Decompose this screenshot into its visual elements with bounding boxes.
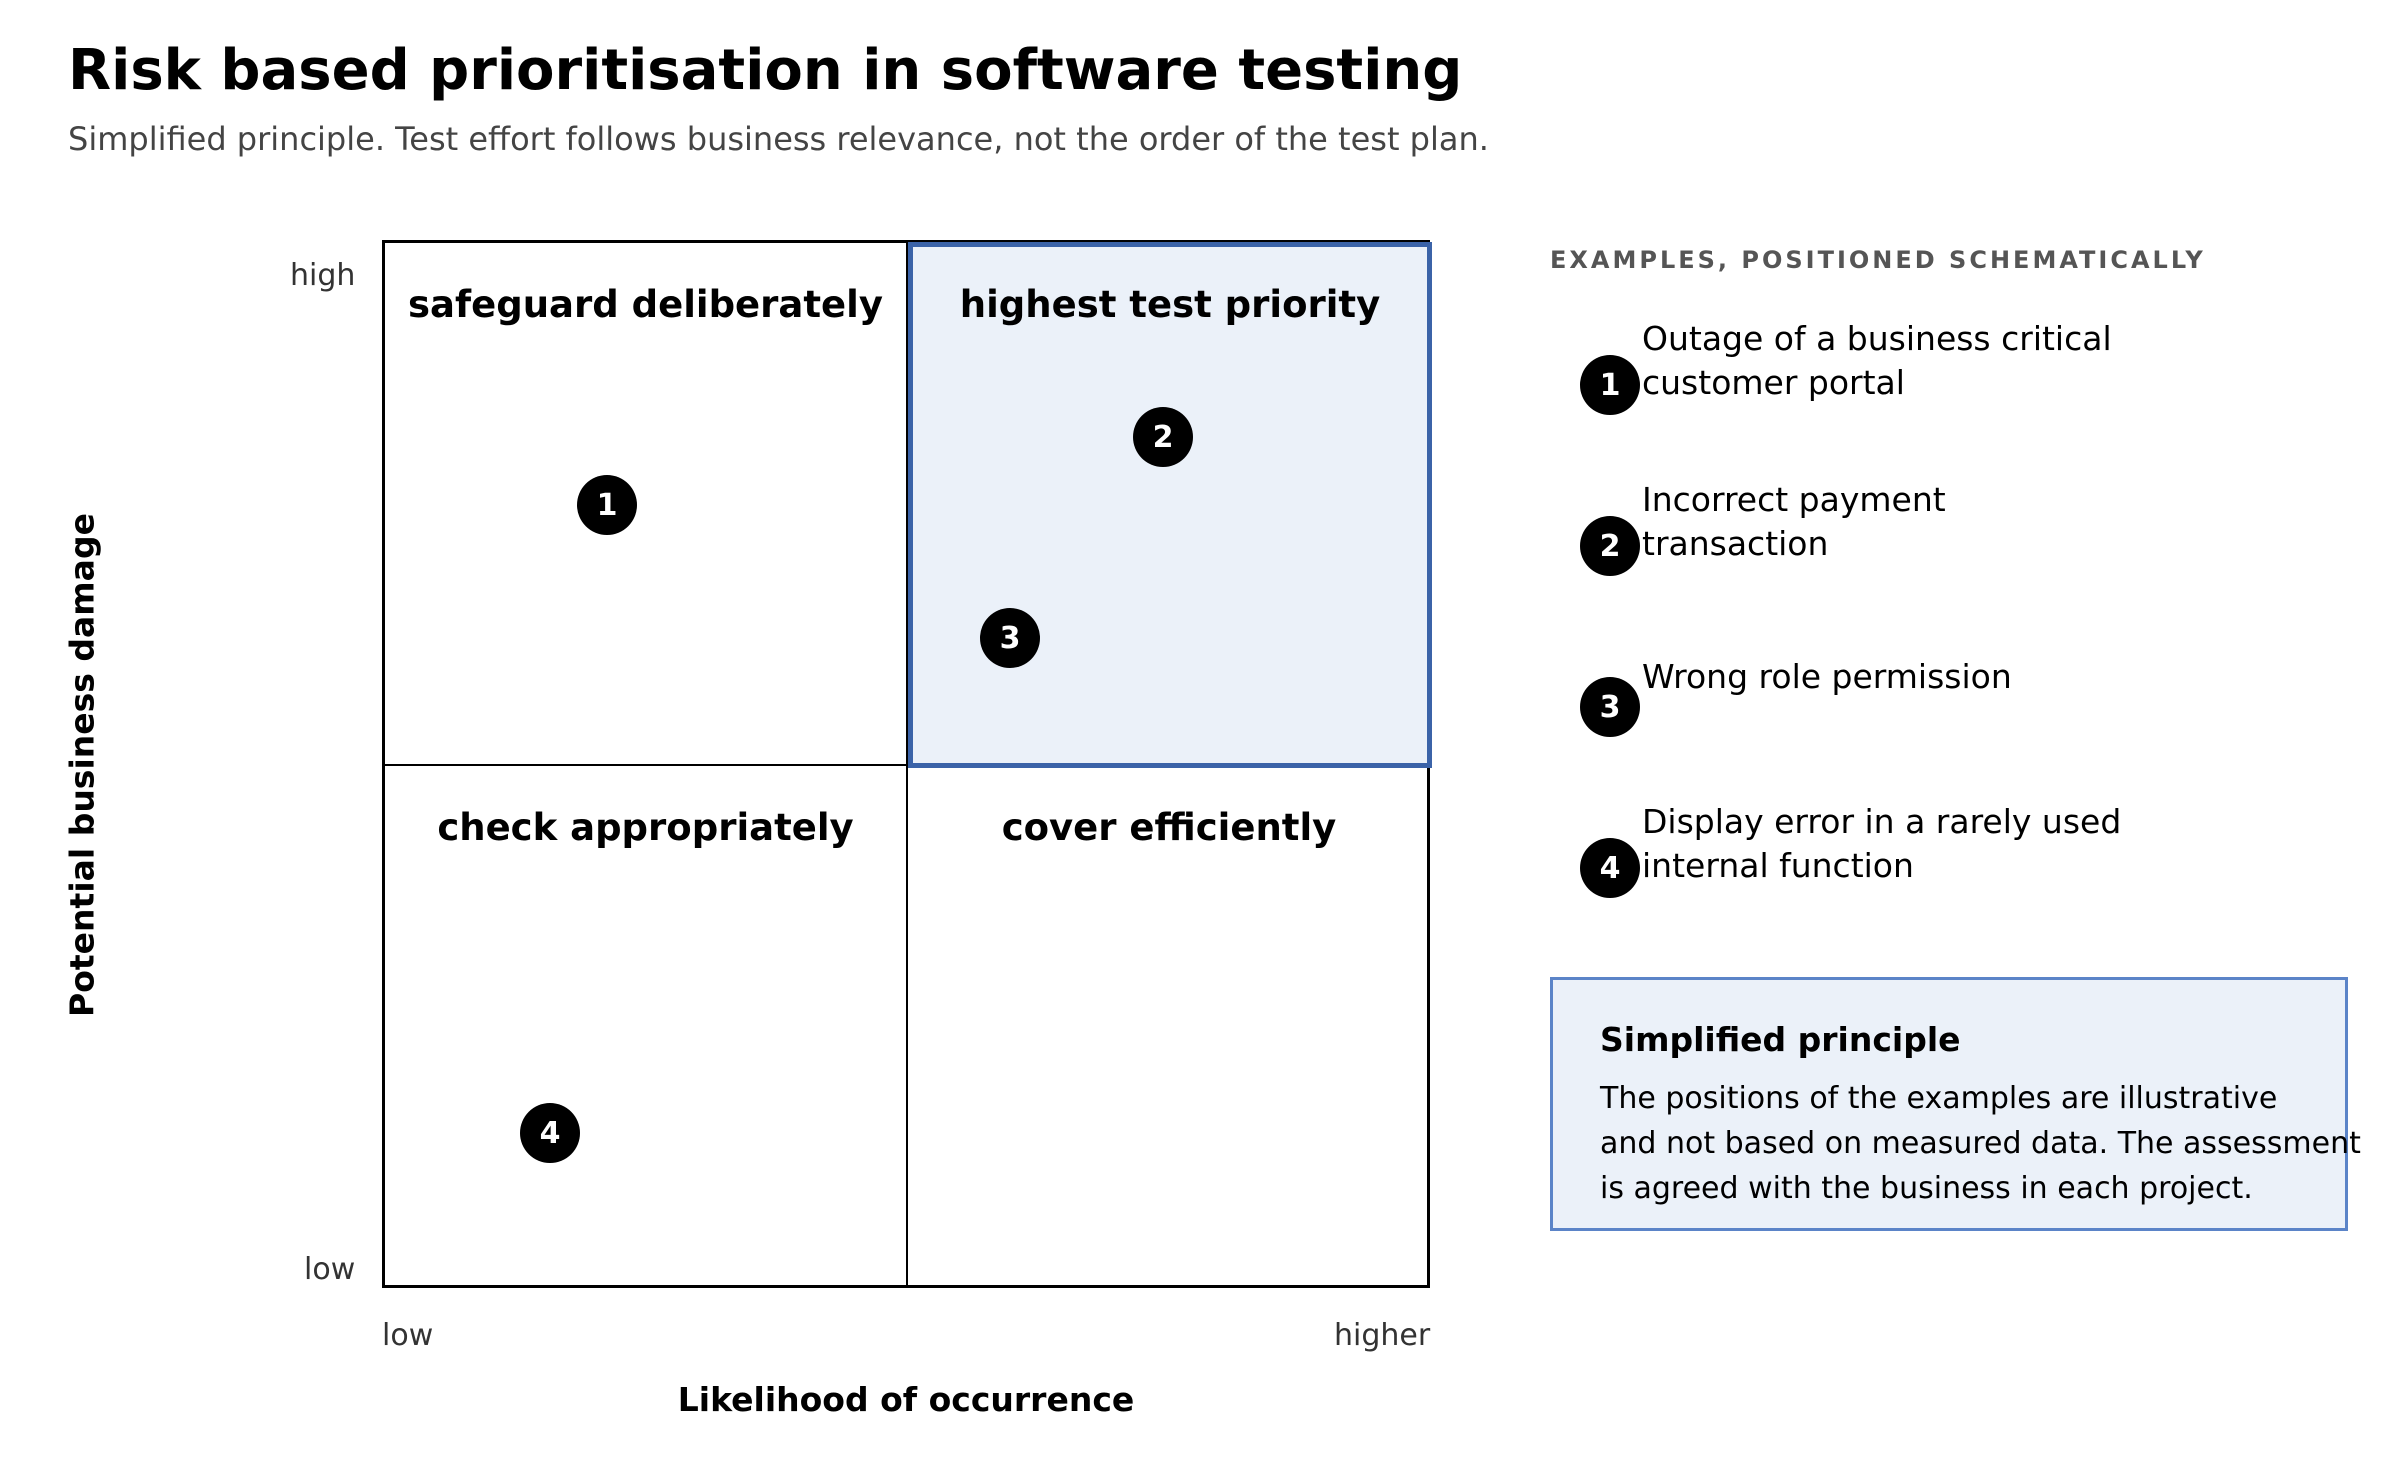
examples-heading: EXAMPLES, POSITIONED SCHEMATICALLY [1550, 246, 2206, 274]
x-axis-label: Likelihood of occurrence [677, 1380, 1135, 1419]
principle-text: The positions of the examples are illust… [1600, 1076, 2361, 1211]
quadrant-bottom-left: check appropriately [385, 766, 908, 1288]
example-text-line: Display error in a rarely used [1642, 802, 2122, 841]
x-tick-higher: higher [1334, 1318, 1431, 1353]
y-axis-label: Potential business damage [62, 513, 102, 1017]
quadrant-label-cover: cover efficiently [1001, 806, 1337, 849]
matrix-marker-1: 1 [577, 475, 637, 535]
example-text-line: internal function [1642, 846, 1914, 885]
example-text-line: transaction [1642, 524, 1829, 563]
example-text-2: Incorrect payment transaction [1642, 478, 1946, 566]
example-marker-1: 1 [1580, 355, 1640, 415]
matrix-marker-3: 3 [980, 608, 1040, 668]
highlighted-quadrant: highest test priority [908, 242, 1432, 768]
example-marker-4: 4 [1580, 838, 1640, 898]
quadrant-bottom-right: cover efficiently [908, 766, 1430, 1288]
y-tick-high: high [290, 258, 356, 293]
page-subtitle: Simplified principle. Test effort follow… [68, 120, 1489, 158]
example-text-line: Outage of a business critical [1642, 319, 2112, 358]
example-text-line: Wrong role permission [1642, 657, 2012, 696]
example-text-1: Outage of a business critical customer p… [1642, 317, 2112, 405]
matrix-marker-2: 2 [1133, 407, 1193, 467]
principle-title: Simplified principle [1600, 1020, 1961, 1059]
y-tick-low: low [304, 1252, 356, 1287]
principle-text-line: is agreed with the business in each proj… [1600, 1171, 2253, 1206]
principle-text-line: The positions of the examples are illust… [1600, 1081, 2278, 1116]
quadrant-top-left: safeguard deliberately [385, 243, 908, 766]
x-tick-low: low [382, 1318, 434, 1353]
matrix-marker-4: 4 [520, 1103, 580, 1163]
quadrant-label-safeguard: safeguard deliberately [408, 283, 883, 326]
example-marker-2: 2 [1580, 516, 1640, 576]
principle-text-line: and not based on measured data. The asse… [1600, 1126, 2361, 1161]
quadrant-label-highest: highest test priority [959, 283, 1381, 326]
risk-matrix: safeguard deliberately check appropriate… [382, 240, 1432, 1288]
page-title: Risk based prioritisation in software te… [68, 38, 1463, 103]
quadrant-label-check: check appropriately [437, 806, 854, 849]
example-text-4: Display error in a rarely used internal … [1642, 800, 2121, 888]
example-text-line: Incorrect payment [1642, 480, 1946, 519]
principle-box: Simplified principle The positions of th… [1550, 977, 2361, 1231]
example-marker-3: 3 [1580, 677, 1640, 737]
example-text-3: Wrong role permission [1642, 655, 2012, 699]
example-text-line: customer portal [1642, 363, 1905, 402]
